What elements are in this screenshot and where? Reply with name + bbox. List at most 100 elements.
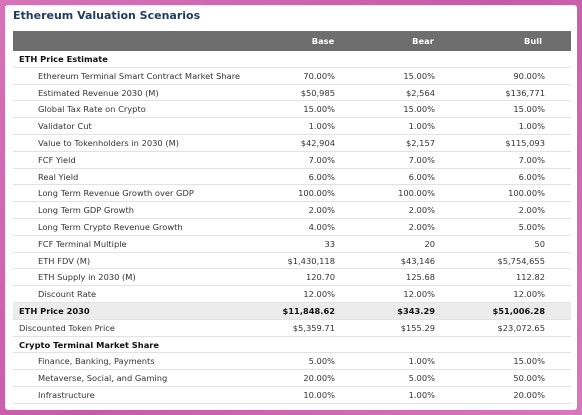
row-label: Validator Cut [38,121,92,132]
cell-value: 15.00% [513,104,545,115]
indent-row: Validator Cut 1.00% 1.00% 1.00% [13,118,571,135]
row-label: Long Term Revenue Growth over GDP [38,188,194,199]
cell-value: 15.00% [303,104,335,115]
cell-value: 100.00% [508,188,545,199]
indent-row: Infrastructure 10.00% 1.00% 20.00% [13,387,571,404]
cell-value: 1.00% [308,121,335,132]
row-label: FCF Yield [38,154,76,165]
cell-value: 6.00% [308,171,335,182]
cell-value: 112.82 [515,272,545,283]
cell-value: 6.00% [408,171,435,182]
indent-row: Discount Rate 12.00% 12.00% 12.00% [13,286,571,303]
cell-value: 20 [424,238,435,249]
row-label: FCF Terminal Multiple [38,238,127,249]
cell-value: 1.00% [408,356,435,367]
row-label: Long Term Crypto Revenue Growth [38,222,183,232]
cell-value: 15.00% [403,104,435,115]
cell-value: 100.00% [398,188,435,199]
cell-value: 125.68 [405,272,435,283]
cell-value: $115,093 [505,138,545,148]
cell-value: 12.00% [513,289,545,300]
cell-value: 15.00% [513,356,545,367]
cell-value: 4.00% [308,222,335,232]
cell-value: 50.00% [513,373,545,384]
indent-row: Long Term Crypto Revenue Growth 4.00% 2.00… [13,219,571,236]
cell-value: 1.00% [518,121,545,132]
cell-value: 10.00% [303,390,335,400]
cell-value: 5.00% [518,222,545,232]
plain-row: Discounted Token Price $5,359.71 $155.29 $2… [13,320,571,337]
row-label: Estimated Revenue 2030 (M) [38,87,159,98]
cell-value: $2,564 [405,87,435,98]
cell-value: $2,157 [405,138,435,148]
indent-row: Global Tax Rate on Crypto 15.00% 15.00% 15.… [13,101,571,119]
cell-value: 1.00% [408,390,435,400]
cell-value: 2.00% [408,222,435,232]
row-label: Crypto Terminal Market Share [19,339,160,350]
indent-row: Long Term GDP Growth 2.00% 2.00% 2.00% [13,202,571,219]
cell-value: 20.00% [303,373,335,384]
indent-row: Real Yield 6.00% 6.00% 6.00% [13,169,571,186]
cell-value: $155.29 [400,322,435,333]
cell-value: $1,430,118 [287,255,335,266]
row-label: Global Tax Rate on Crypto [38,104,146,115]
header-row: Base Bear Bull [13,31,571,51]
indent-row: ETH Supply in 2030 (M) 120.70 125.68 112.82 [13,269,571,287]
cell-value: $136,771 [505,87,545,98]
cell-value: 12.00% [403,289,435,300]
cell-value: 1.00% [408,121,435,132]
cell-value: 2.00% [408,205,435,216]
row-label: Value to Tokenholders in 2030 (M) [38,138,179,148]
cell-value: 50 [534,238,545,249]
indent-row: Ethereum Terminal Smart Contract Market … [13,68,571,85]
cell-value: 90.00% [513,70,545,81]
section-row: ETH Price Estimate [13,51,571,68]
row-label: ETH Price 2030 [19,306,90,316]
row-label: Metaverse, Social, and Gaming [38,373,168,384]
cell-value: 2.00% [518,205,545,216]
cell-value: 33 [324,238,335,249]
column-header: Bull [524,36,542,46]
cell-value: 2.00% [308,205,335,216]
cell-value: 6.00% [518,171,545,182]
cell-value: 12.00% [303,289,335,300]
cell-value: 100.00% [298,188,335,199]
cell-value: 20.00% [513,390,545,400]
cell-value: 7.00% [308,154,335,165]
cell-value: $5,754,655 [497,255,545,266]
row-label: Ethereum Terminal Smart Contract Market … [38,70,241,81]
card: Ethereum Valuation Scenarios Base Bear Bul… [5,5,577,410]
cell-value: 70.00% [303,70,335,81]
row-label: Infrastructure [38,390,95,400]
column-header: Base [311,36,335,46]
cell-value: $5,359.71 [292,322,335,333]
indent-row: Metaverse, Social, and Gaming 20.00% 5.00%… [13,370,571,387]
cell-value: $11,848.62 [282,306,336,316]
indent-row: FCF Terminal Multiple 33 20 50 [13,236,571,253]
cell-value: $343.29 [397,306,435,316]
section-row: Crypto Terminal Market Share [13,337,571,354]
cell-value: 120.70 [305,272,335,283]
row-label: Discount Rate [38,289,97,300]
row-label: Discounted Token Price [19,322,115,333]
cell-value: 15.00% [403,70,435,81]
row-label: ETH Price Estimate [19,54,108,64]
cell-value: 7.00% [408,154,435,165]
cell-value: $42,904 [300,138,335,148]
column-header: Bear [412,36,434,46]
indent-row: Finance, Banking, Payments 5.00% 1.00% 15.0… [13,353,571,371]
cell-value: 5.00% [308,356,335,367]
cell-value: 7.00% [518,154,545,165]
row-label: Long Term GDP Growth [38,205,134,216]
cell-value: $43,146 [400,255,435,266]
row-label: Real Yield [38,171,79,182]
indent-row: Value to Tokenholders in 2030 (M) $42,904… [13,135,571,152]
cell-value: $51,006.28 [492,306,546,316]
row-label: ETH FDV (M) [38,255,91,266]
cell-value: $50,985 [300,87,335,98]
indent-row: Estimated Revenue 2030 (M) $50,985 $2,564 $… [13,85,571,102]
cell-value: 5.00% [408,373,435,384]
row-label: ETH Supply in 2030 (M) [38,272,136,283]
total-row: ETH Price 2030 $11,848.62 $343.29 $51,006.2… [13,303,571,320]
